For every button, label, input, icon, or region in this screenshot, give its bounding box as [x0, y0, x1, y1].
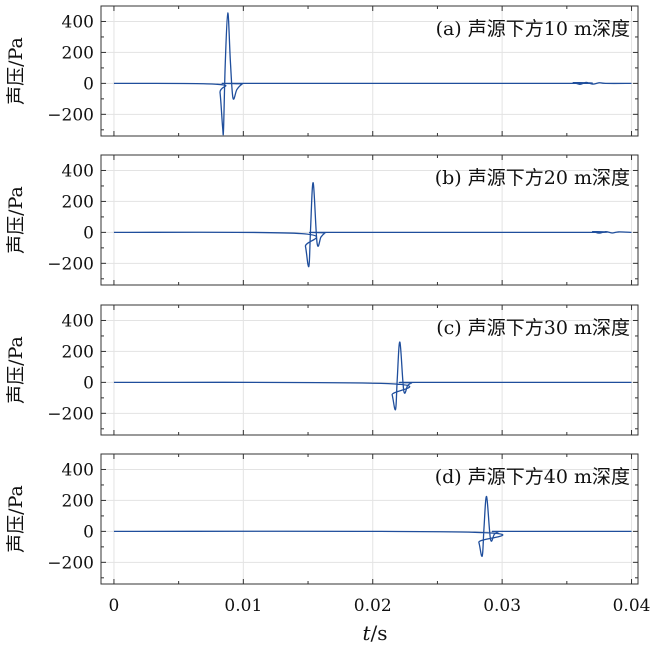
x-tick-label-3: 0.03 [483, 596, 521, 616]
y-tick-label-0: −200 [47, 105, 94, 125]
y-tick-label-3: 400 [62, 161, 94, 181]
x-tick-label-4: 0.04 [613, 596, 650, 616]
plot-frame [100, 453, 639, 585]
y-tick-label-2: 200 [62, 43, 94, 63]
x-axis-label-symbol: t [362, 621, 371, 645]
plot-frame [100, 154, 639, 286]
y-axis-label: 声压/Pa [5, 37, 27, 105]
y-tick-label-2: 200 [62, 192, 94, 212]
y-axis-label: 声压/Pa [5, 485, 27, 553]
y-tick-label-3: 400 [62, 460, 94, 480]
y-tick-label-1: 0 [83, 522, 94, 542]
pressure-trace-0 [113, 341, 632, 411]
pressure-trace-0 [113, 495, 632, 558]
y-axis-label: 声压/Pa [5, 336, 27, 404]
x-tick-label-0: 0 [109, 596, 120, 616]
y-tick-label-1: 0 [83, 74, 94, 94]
y-tick-label-0: −200 [47, 254, 94, 274]
y-tick-label-0: −200 [47, 404, 94, 424]
pressure-trace-0 [113, 12, 632, 136]
x-tick-label-2: 0.02 [354, 596, 392, 616]
panel-label: (a) 声源下方10 m深度 [436, 18, 630, 40]
y-tick-label-1: 0 [83, 373, 94, 393]
y-tick-label-3: 400 [62, 12, 94, 32]
panel-label: (b) 声源下方20 m深度 [435, 167, 630, 189]
panel-label: (d) 声源下方40 m深度 [435, 466, 630, 488]
pressure-trace-0 [113, 182, 632, 268]
x-axis-label-unit: /s [371, 621, 388, 645]
x-axis-label: t/s [362, 621, 387, 645]
y-axis-label: 声压/Pa [5, 186, 27, 254]
y-tick-label-3: 400 [62, 311, 94, 331]
y-tick-label-0: −200 [47, 553, 94, 573]
y-tick-label-2: 200 [62, 342, 94, 362]
panel-label: (c) 声源下方30 m深度 [436, 317, 630, 339]
x-tick-label-1: 0.01 [224, 596, 262, 616]
x-axis: 0 0.01 0.02 0.03 0.04 [109, 596, 650, 616]
y-tick-label-1: 0 [83, 223, 94, 243]
plot-frame [100, 5, 639, 137]
y-tick-label-2: 200 [62, 491, 94, 511]
plot-frame [100, 304, 639, 436]
